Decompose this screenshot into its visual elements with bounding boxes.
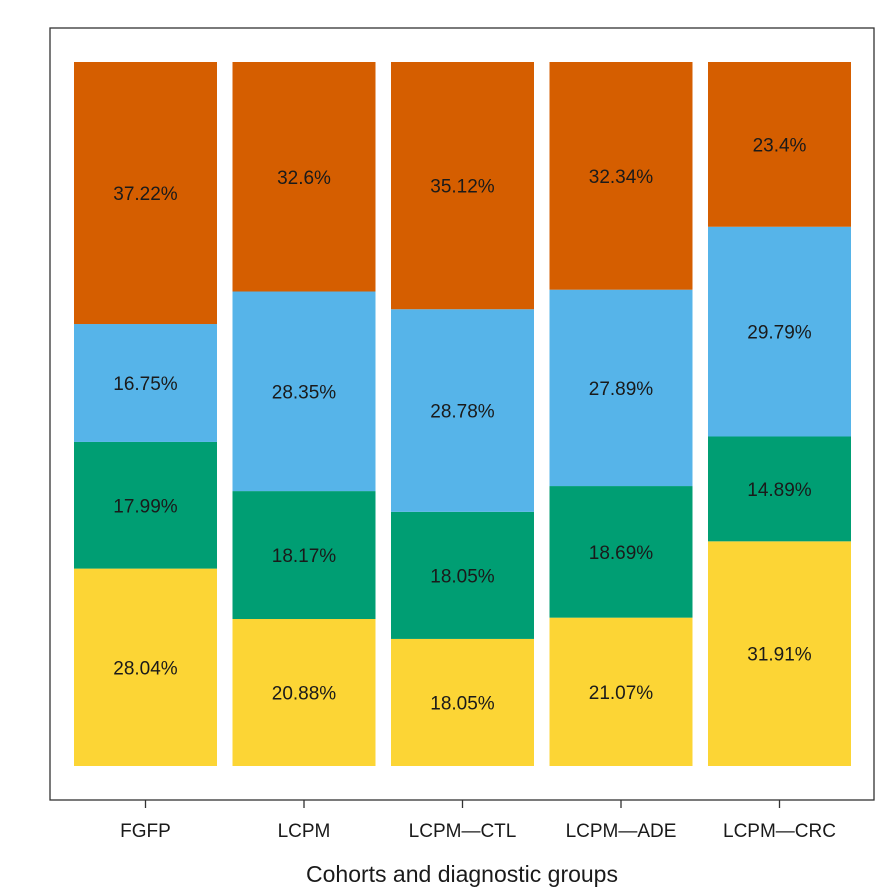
bar-segment: [74, 568, 217, 766]
data-label: 29.79%: [747, 323, 812, 344]
data-label: 28.78%: [430, 402, 495, 423]
x-tick-label: LCPM—CRC: [723, 821, 836, 842]
x-axis-ticks: FGFP LCPM LCPM—CTL LCPM—ADE LCPM—CRC: [120, 800, 836, 842]
bar-segment: [74, 62, 217, 325]
x-tick-label: LCPM: [278, 821, 331, 842]
x-tick-label: LCPM—ADE: [566, 821, 677, 842]
bar-segment: [232, 291, 376, 492]
bar-segment: [708, 226, 851, 437]
data-label: 27.89%: [589, 379, 654, 400]
data-label: 18.05%: [430, 566, 495, 587]
data-label: 37.22%: [113, 184, 178, 205]
bar-segment: [232, 491, 376, 620]
x-tick-label: LCPM—CTL: [409, 821, 517, 842]
bar-segment: [74, 441, 217, 569]
data-label: 18.05%: [430, 693, 495, 714]
data-label: 21.07%: [589, 683, 654, 704]
x-tick-label: FGFP: [120, 821, 171, 842]
bar-segment: [391, 638, 534, 766]
data-label: 32.6%: [277, 168, 331, 189]
bar-segment: [232, 619, 376, 766]
data-label: 28.35%: [272, 382, 337, 403]
data-label: 32.34%: [589, 167, 654, 188]
data-label: 20.88%: [272, 684, 337, 705]
data-label: 14.89%: [747, 480, 812, 501]
x-axis-title: Cohorts and diagnostic groups: [306, 861, 618, 887]
data-label: 18.69%: [589, 543, 654, 564]
data-label: 16.75%: [113, 374, 178, 395]
bar-segment: [391, 62, 534, 310]
bar-segment: [391, 309, 534, 512]
bar-segment: [391, 511, 534, 639]
bar-segment: [708, 62, 851, 227]
data-label: 28.04%: [113, 658, 178, 679]
bar-segment: [549, 289, 693, 487]
bar-segment: [232, 62, 376, 292]
data-label: 23.4%: [753, 135, 807, 156]
bar-segment: [549, 617, 693, 766]
data-label: 31.91%: [747, 645, 812, 666]
data-label: 35.12%: [430, 177, 495, 198]
data-label: 17.99%: [113, 496, 178, 517]
bar-segment: [74, 324, 217, 442]
bar-segment: [549, 62, 693, 290]
bar-segment: [549, 486, 693, 618]
bar-segment: [708, 436, 851, 542]
bars-group: 28.04% 17.99% 16.75% 37.22% 20.88% 18.17% 28.3…: [74, 62, 851, 766]
bar-segment: [708, 541, 851, 766]
data-label: 18.17%: [272, 546, 337, 567]
